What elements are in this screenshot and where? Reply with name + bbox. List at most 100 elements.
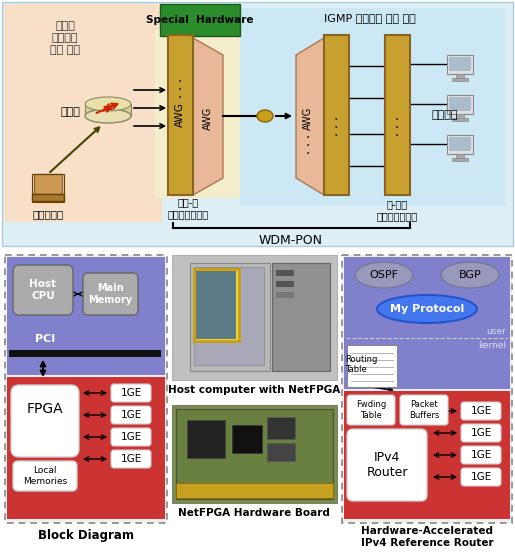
- Bar: [342, 255, 512, 523]
- Text: Host
CPU: Host CPU: [29, 279, 57, 301]
- FancyBboxPatch shape: [400, 395, 448, 425]
- Bar: [187, 420, 225, 458]
- FancyBboxPatch shape: [347, 395, 395, 425]
- Text: 1GE: 1GE: [470, 472, 492, 482]
- Text: Special  Hardware: Special Hardware: [146, 15, 254, 25]
- Text: BGP: BGP: [459, 270, 482, 280]
- Text: ·: ·: [334, 121, 338, 135]
- Bar: [276, 270, 294, 276]
- FancyBboxPatch shape: [83, 273, 138, 315]
- Bar: [32, 174, 64, 202]
- Bar: [456, 74, 464, 78]
- FancyBboxPatch shape: [347, 429, 427, 501]
- Text: 1GE: 1GE: [121, 410, 142, 420]
- Text: Hardware-Accelerated
IPv4 Reference Router: Hardware-Accelerated IPv4 Reference Rout…: [360, 526, 493, 548]
- Bar: [9, 350, 161, 357]
- Bar: [267, 417, 295, 439]
- Text: 1GE: 1GE: [121, 388, 142, 398]
- Bar: [194, 267, 264, 365]
- Bar: [155, 30, 240, 198]
- Bar: [447, 135, 473, 154]
- Text: 라우팅
프로토콜
동작 영역: 라우팅 프로토콜 동작 영역: [50, 21, 80, 54]
- Bar: [194, 269, 239, 341]
- Bar: [176, 409, 333, 499]
- Bar: [276, 292, 294, 298]
- Bar: [267, 443, 295, 461]
- Bar: [240, 8, 505, 206]
- Text: PCI: PCI: [35, 334, 55, 344]
- FancyBboxPatch shape: [461, 468, 501, 486]
- Text: ·: ·: [306, 139, 310, 153]
- Bar: [34, 174, 62, 194]
- Bar: [449, 57, 471, 71]
- Bar: [344, 391, 510, 519]
- Bar: [32, 194, 64, 201]
- Bar: [272, 263, 330, 371]
- Text: Main
Memory: Main Memory: [88, 283, 132, 305]
- Bar: [160, 4, 240, 36]
- Text: 1GE: 1GE: [470, 406, 492, 416]
- Text: 1GE: 1GE: [470, 428, 492, 438]
- Text: AWG: AWG: [175, 102, 185, 127]
- Polygon shape: [193, 38, 223, 195]
- Bar: [7, 377, 165, 519]
- Text: 1GE: 1GE: [470, 450, 492, 460]
- Text: 1GE: 1GE: [121, 432, 142, 442]
- Text: My Protocol: My Protocol: [390, 304, 464, 314]
- Text: ·: ·: [306, 131, 310, 145]
- Text: 전기-광
인터페이스모들: 전기-광 인터페이스모들: [167, 197, 209, 219]
- Text: 광-전기
인터페이스모들: 광-전기 인터페이스모들: [376, 199, 418, 221]
- Bar: [4, 4, 162, 222]
- Text: 비디오서버: 비디오서버: [32, 209, 64, 219]
- Text: NetFPGA Hardware Board: NetFPGA Hardware Board: [178, 508, 330, 518]
- FancyBboxPatch shape: [13, 461, 77, 491]
- Text: ·: ·: [306, 147, 310, 161]
- Text: Fwding
Table: Fwding Table: [356, 400, 386, 420]
- Bar: [347, 345, 397, 387]
- Text: ·: ·: [395, 129, 399, 143]
- Text: 라우터: 라우터: [60, 107, 80, 117]
- Text: ·: ·: [395, 121, 399, 135]
- Bar: [172, 255, 337, 380]
- Bar: [7, 257, 165, 375]
- Bar: [452, 158, 468, 161]
- Bar: [449, 137, 471, 151]
- Bar: [324, 35, 349, 195]
- Text: FPGA: FPGA: [27, 402, 63, 416]
- Ellipse shape: [85, 109, 131, 123]
- Bar: [276, 281, 294, 287]
- Bar: [456, 154, 464, 158]
- FancyBboxPatch shape: [13, 265, 73, 315]
- FancyBboxPatch shape: [461, 446, 501, 464]
- Text: IPv4
Router: IPv4 Router: [366, 451, 408, 479]
- Ellipse shape: [441, 262, 499, 288]
- Bar: [452, 118, 468, 121]
- Text: AWG: AWG: [203, 106, 213, 130]
- Text: user: user: [486, 326, 506, 335]
- Ellipse shape: [85, 97, 131, 111]
- Bar: [456, 114, 464, 118]
- FancyBboxPatch shape: [461, 424, 501, 442]
- Text: Packet
Buffers: Packet Buffers: [409, 400, 439, 420]
- Bar: [176, 483, 333, 498]
- Bar: [2, 2, 513, 246]
- Bar: [449, 97, 471, 111]
- Text: ·: ·: [334, 129, 338, 143]
- Text: kernel: kernel: [478, 340, 506, 350]
- Bar: [172, 405, 337, 503]
- Bar: [5, 255, 167, 523]
- Bar: [190, 263, 270, 371]
- Bar: [344, 257, 510, 389]
- Text: ·: ·: [178, 83, 182, 97]
- FancyBboxPatch shape: [11, 385, 79, 457]
- FancyBboxPatch shape: [111, 384, 151, 402]
- Text: ·: ·: [178, 75, 182, 89]
- Bar: [447, 55, 473, 74]
- FancyBboxPatch shape: [111, 406, 151, 424]
- Text: ·: ·: [395, 113, 399, 127]
- Polygon shape: [296, 38, 324, 195]
- FancyBboxPatch shape: [111, 450, 151, 468]
- Text: Host computer with NetFPGA: Host computer with NetFPGA: [168, 385, 340, 395]
- Text: ·: ·: [178, 91, 182, 105]
- Ellipse shape: [257, 110, 273, 122]
